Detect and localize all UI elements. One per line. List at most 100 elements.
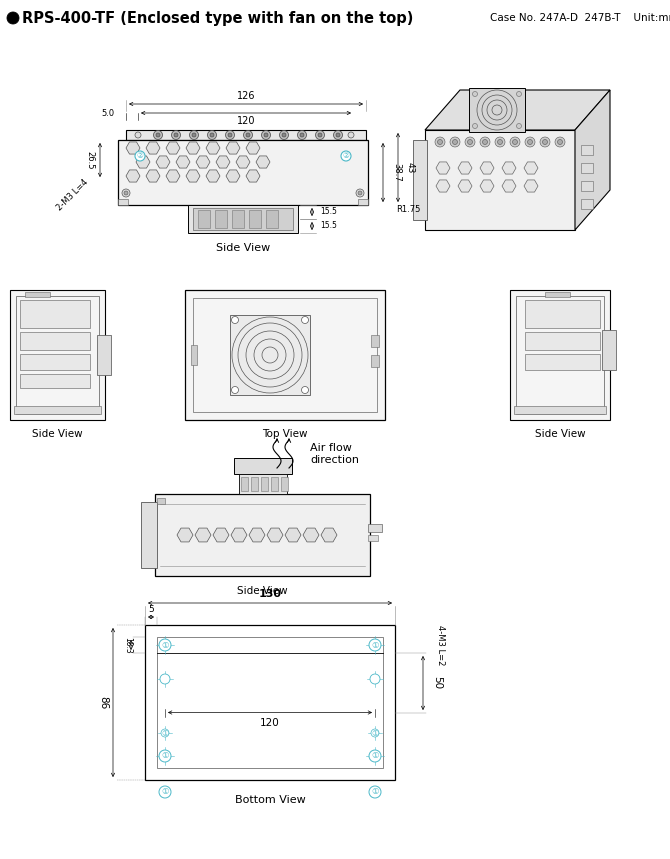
Circle shape xyxy=(371,729,379,737)
Circle shape xyxy=(302,387,308,393)
Circle shape xyxy=(472,92,478,96)
Circle shape xyxy=(555,137,565,147)
Bar xyxy=(157,498,165,504)
Text: Side View: Side View xyxy=(32,429,83,439)
Bar xyxy=(581,145,593,155)
Circle shape xyxy=(510,137,520,147)
Circle shape xyxy=(517,92,521,96)
Circle shape xyxy=(300,133,304,137)
Bar xyxy=(413,140,427,220)
Bar xyxy=(14,406,101,414)
Circle shape xyxy=(482,139,488,144)
Bar xyxy=(581,181,593,191)
Bar xyxy=(234,458,291,474)
Circle shape xyxy=(172,131,180,139)
Circle shape xyxy=(472,124,478,129)
Bar xyxy=(20,332,90,350)
Bar xyxy=(581,199,593,209)
Polygon shape xyxy=(575,90,610,230)
Polygon shape xyxy=(425,90,610,130)
Text: 18.3: 18.3 xyxy=(123,637,133,654)
Circle shape xyxy=(318,133,322,137)
Bar xyxy=(368,535,378,541)
Circle shape xyxy=(159,750,171,762)
Bar xyxy=(510,290,610,420)
Bar xyxy=(271,477,277,491)
Circle shape xyxy=(527,139,533,144)
Bar xyxy=(525,300,600,328)
Bar xyxy=(198,210,210,228)
Bar xyxy=(525,354,600,370)
Circle shape xyxy=(341,151,351,161)
Bar xyxy=(155,494,370,576)
Bar xyxy=(241,477,247,491)
Circle shape xyxy=(334,131,342,139)
Bar xyxy=(581,163,593,173)
Text: ①: ① xyxy=(161,641,169,649)
Bar xyxy=(97,335,111,375)
Bar xyxy=(371,355,379,367)
Text: ②: ② xyxy=(137,151,143,161)
Circle shape xyxy=(135,132,141,138)
Bar xyxy=(514,406,606,414)
Text: Side View: Side View xyxy=(535,429,586,439)
Bar xyxy=(425,130,575,230)
Text: ①: ① xyxy=(371,728,379,738)
Circle shape xyxy=(243,131,253,139)
Bar xyxy=(230,315,310,395)
Circle shape xyxy=(468,139,472,144)
Circle shape xyxy=(232,387,239,393)
Circle shape xyxy=(159,786,171,798)
Circle shape xyxy=(369,750,381,762)
Circle shape xyxy=(465,137,475,147)
Text: 2-M3 L=4: 2-M3 L=4 xyxy=(56,178,90,212)
Text: ①: ① xyxy=(371,641,379,649)
Circle shape xyxy=(540,137,550,147)
Text: ①: ① xyxy=(371,752,379,760)
Circle shape xyxy=(279,131,289,139)
Circle shape xyxy=(124,191,128,195)
Text: 130: 130 xyxy=(259,589,281,599)
Circle shape xyxy=(557,139,563,144)
Bar xyxy=(191,345,197,365)
Bar xyxy=(545,292,570,297)
Text: 15.5: 15.5 xyxy=(320,222,337,230)
Bar xyxy=(525,332,600,350)
Circle shape xyxy=(370,674,380,684)
Text: ②: ② xyxy=(342,151,350,161)
Circle shape xyxy=(297,131,306,139)
Circle shape xyxy=(358,191,362,195)
Bar xyxy=(215,210,227,228)
Text: ①: ① xyxy=(161,752,169,760)
Circle shape xyxy=(525,137,535,147)
Text: 4-M3 L=2: 4-M3 L=2 xyxy=(436,624,446,665)
Circle shape xyxy=(264,133,268,137)
Bar xyxy=(602,330,616,370)
Circle shape xyxy=(122,189,130,197)
Bar xyxy=(118,140,368,205)
Bar xyxy=(188,205,298,233)
Bar xyxy=(261,477,267,491)
Circle shape xyxy=(228,133,232,137)
Bar xyxy=(20,374,90,388)
Text: Bottom View: Bottom View xyxy=(234,795,306,805)
Circle shape xyxy=(480,137,490,147)
Circle shape xyxy=(348,132,354,138)
Bar xyxy=(371,335,379,347)
Text: 5: 5 xyxy=(148,606,154,614)
Bar xyxy=(16,296,99,414)
Circle shape xyxy=(543,139,547,144)
Bar xyxy=(516,296,604,414)
Circle shape xyxy=(356,189,364,197)
Text: 120: 120 xyxy=(260,717,280,728)
Circle shape xyxy=(261,131,271,139)
Bar xyxy=(251,477,257,491)
Text: 5.0: 5.0 xyxy=(101,108,114,118)
Circle shape xyxy=(190,131,198,139)
Text: ①: ① xyxy=(371,788,379,796)
Bar xyxy=(266,210,278,228)
Circle shape xyxy=(246,133,250,137)
Text: Top View: Top View xyxy=(262,429,308,439)
Circle shape xyxy=(450,137,460,147)
Bar xyxy=(232,210,244,228)
